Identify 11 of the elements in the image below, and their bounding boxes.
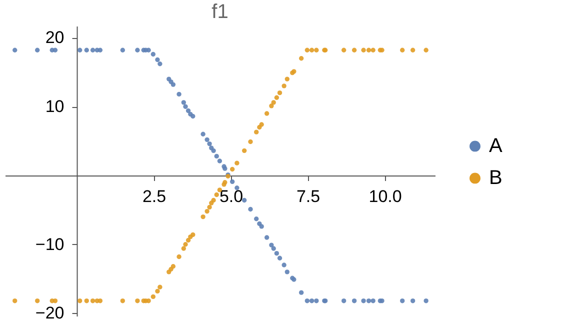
chart-title: f1 (212, 1, 228, 23)
x-tick-label: 5.0 (219, 186, 244, 206)
legend-label: A (489, 135, 503, 158)
y-tick-label: 20 (45, 28, 64, 48)
y-tick-label: −20 (35, 304, 64, 323)
y-tick-label: 10 (45, 97, 64, 116)
x-tick-label: 10.0 (368, 186, 402, 206)
x-tick-label: 7.5 (296, 186, 320, 206)
legend-label: B (489, 167, 502, 190)
x-tick-label: 2.5 (142, 186, 166, 206)
y-tick-label: −10 (35, 234, 64, 254)
